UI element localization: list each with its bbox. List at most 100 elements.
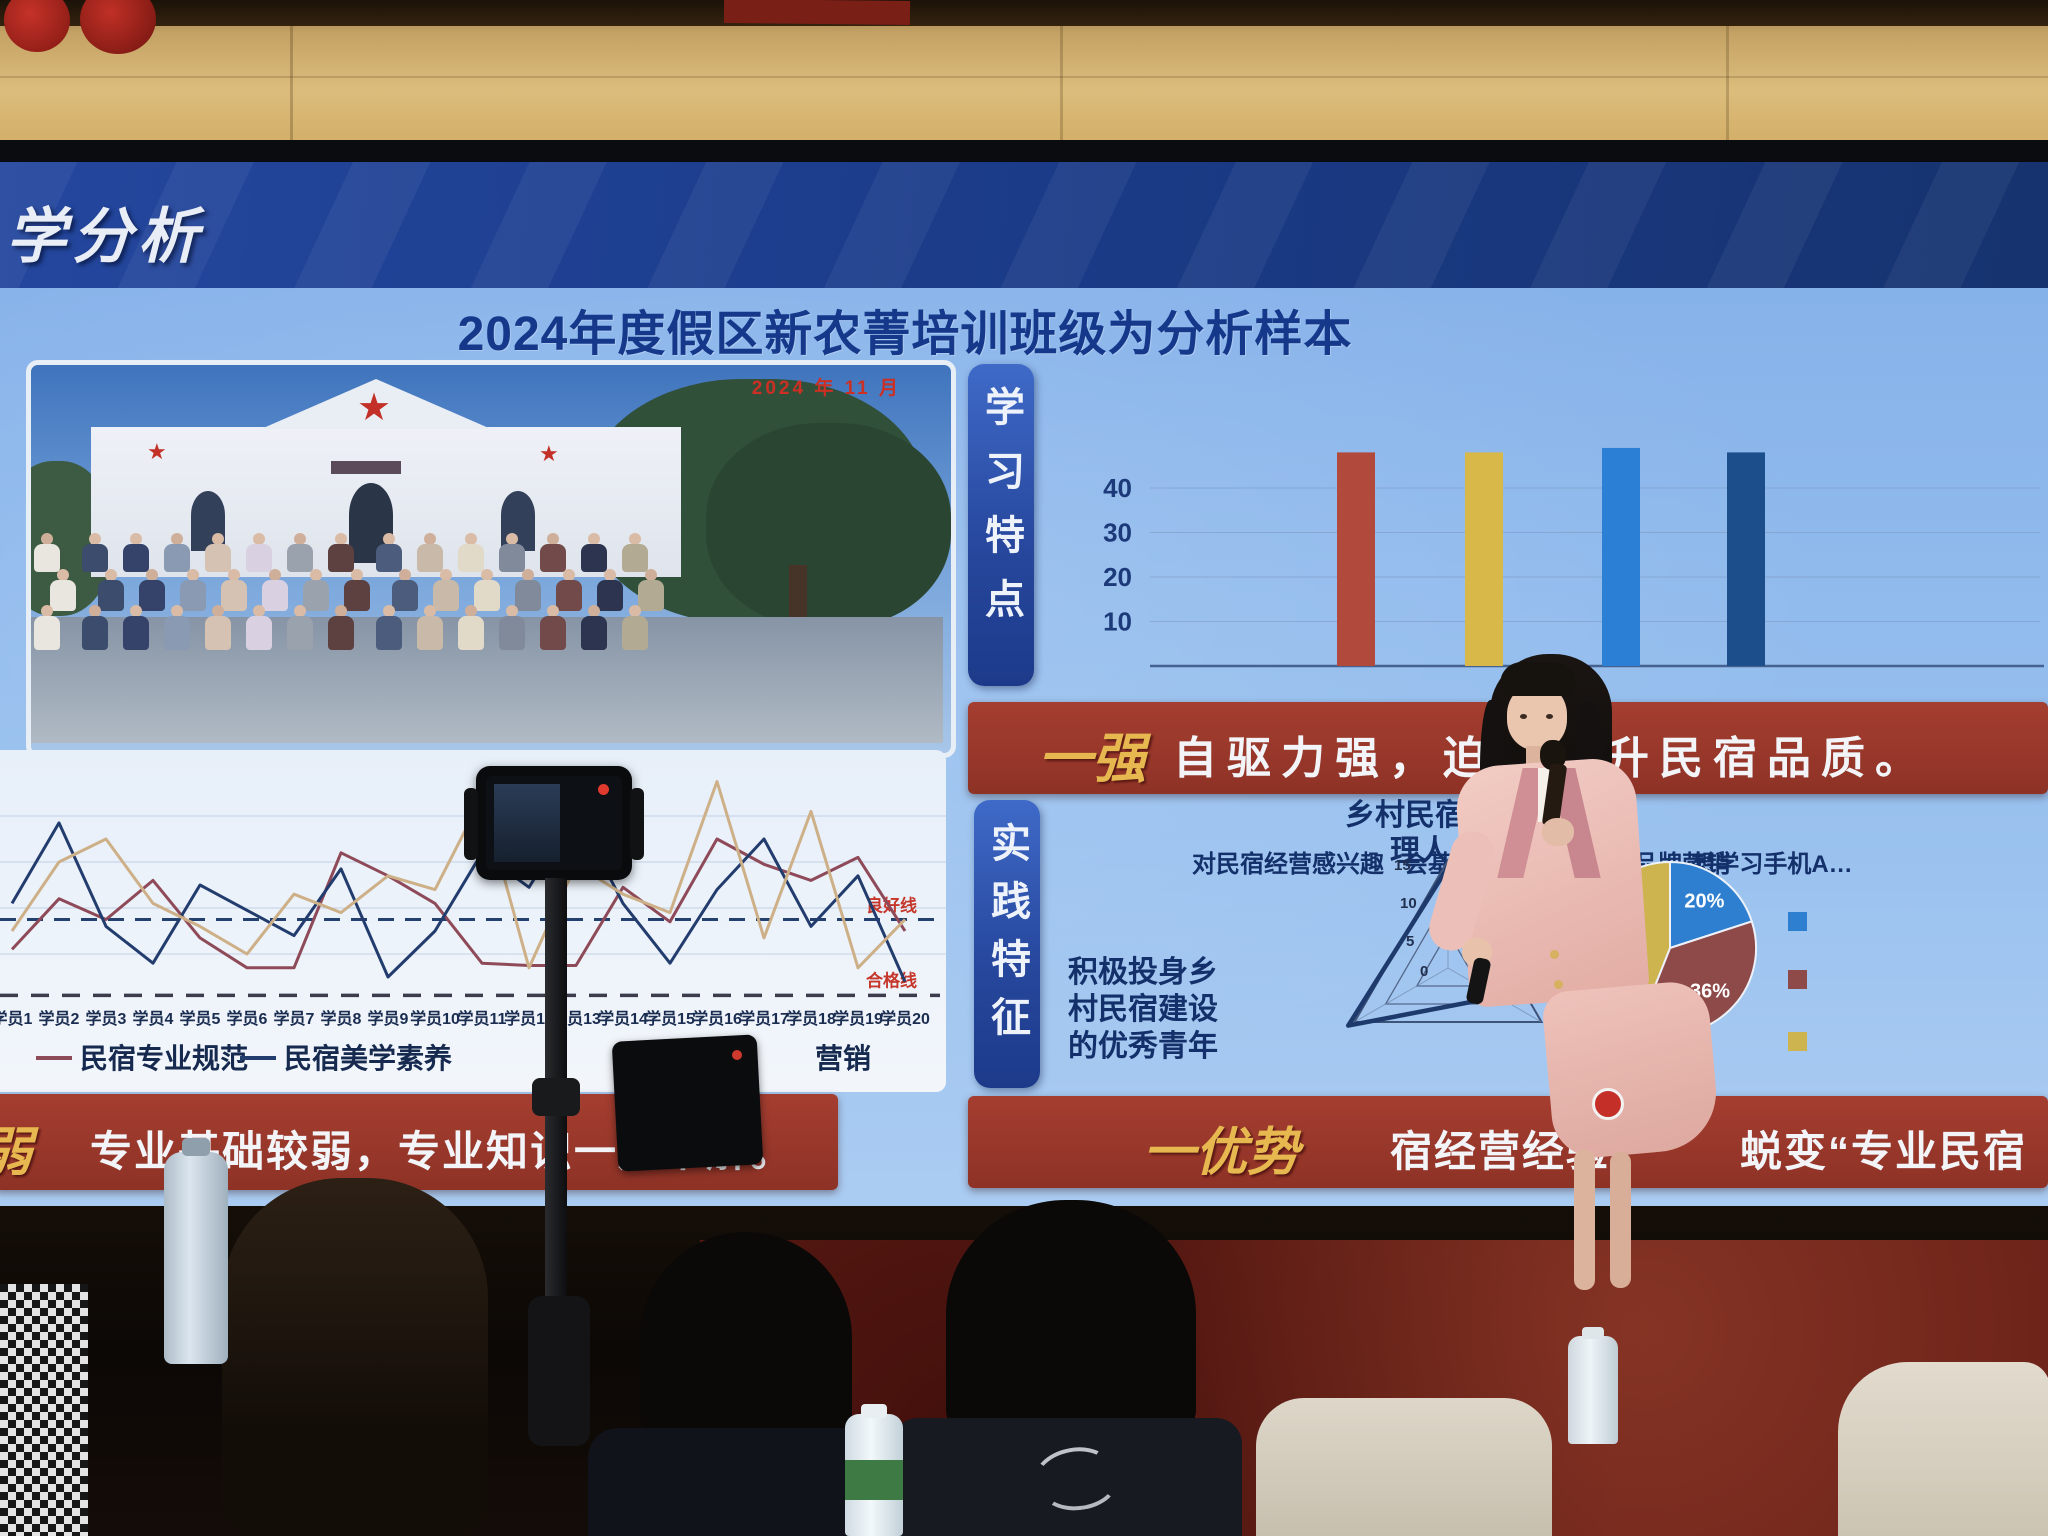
red-star-icon: ★ [539, 441, 559, 466]
photo-person-body [180, 580, 206, 611]
photo-person-body [164, 544, 190, 572]
photo-person-head [506, 533, 518, 545]
tripod-handle [528, 1296, 590, 1446]
svg-text:学员16: 学员16 [692, 1009, 742, 1028]
wall-seam [1726, 0, 1729, 150]
banner-strong-badge: 一强 [1038, 729, 1146, 789]
photo-person-head [629, 533, 641, 545]
photo-person-head [351, 569, 363, 581]
svg-text:学员1: 学员1 [0, 1009, 33, 1028]
photo-person-body [287, 616, 313, 650]
photo-person-body [581, 544, 607, 572]
water-bottle [164, 1138, 228, 1364]
photo-crowd [31, 365, 711, 743]
photo-person-body [34, 616, 60, 650]
photo-person-body [376, 544, 402, 572]
tripod-knob [532, 1078, 580, 1116]
svg-text:合格线: 合格线 [866, 970, 917, 990]
bottle-label [845, 1460, 903, 1500]
red-banner-far [723, 0, 911, 25]
radar-side-line: 村民宿建设 [1068, 993, 1218, 1026]
photo-person-head [522, 569, 534, 581]
svg-text:民宿美学素养: 民宿美学素养 [284, 1042, 452, 1074]
banner-advantage-text-seg2: 蜕变“专业民宿 [1740, 1128, 2028, 1175]
bar-chart: 10 20 30 40 [1103, 447, 2044, 668]
group-photo: ★ ★ ★ 2024 年 11 月 [26, 360, 956, 758]
presenter-eye [1546, 714, 1553, 719]
photo-person-body [34, 544, 60, 572]
photo-person-head [310, 569, 322, 581]
svg-text:0: 0 [1420, 963, 1428, 980]
photo-person-head [563, 569, 575, 581]
red-lantern-decor [4, 0, 70, 52]
slide-title: 2024年度假区新农菁培训班级为分析样本 [457, 308, 1353, 361]
photo-person-head [105, 569, 117, 581]
photo-person-head [253, 605, 265, 617]
photo-person-head [383, 605, 395, 617]
photo-person-head [465, 605, 477, 617]
photo-person-head [629, 605, 641, 617]
photo-person-head [212, 533, 224, 545]
photo-building-pediment [261, 379, 491, 429]
vertical-tab-learning: 学习特点 [968, 364, 1034, 686]
photo-person-body [205, 616, 231, 650]
photo-person-body [499, 616, 525, 650]
svg-text:10: 10 [1103, 607, 1132, 637]
photo-person-head [57, 569, 69, 581]
photo-person-head [269, 569, 281, 581]
radar-side-line: 积极投身乡 [1068, 956, 1218, 989]
chair-cover [1256, 1398, 1552, 1536]
gimbal-monitor-light [732, 1050, 742, 1060]
photo-person-head [171, 533, 183, 545]
red-star-icon: ★ [357, 387, 392, 429]
vertical-tab-learning-label: 学习特点 [979, 386, 1023, 642]
photo-person-body [82, 616, 108, 650]
presenter-hand-mic [1542, 818, 1574, 846]
presenter [1422, 650, 1722, 1450]
presenter-eye [1520, 714, 1527, 719]
photo-person-head [588, 533, 600, 545]
photo-person-head [506, 605, 518, 617]
svg-text:学员3: 学员3 [86, 1009, 127, 1028]
photo-person-head [604, 569, 616, 581]
chair-cover [1838, 1362, 2048, 1536]
photo-person-head [645, 569, 657, 581]
svg-text:营销: 营销 [815, 1043, 871, 1074]
photo-person-body [221, 580, 247, 611]
audience-man-head [640, 1232, 852, 1444]
photo-person-body [458, 616, 484, 650]
photo-person-body [597, 580, 623, 611]
photo-person-head [335, 533, 347, 545]
photo-person-head [41, 533, 53, 545]
banner-weak-badge: 弱 [0, 1110, 32, 1185]
svg-text:学员5: 学员5 [180, 1009, 221, 1028]
photo-person-body [164, 616, 190, 650]
presenter-gold-button [1550, 950, 1559, 959]
bottle-cap [182, 1138, 210, 1156]
photo-person-body [205, 544, 231, 572]
svg-text:30: 30 [1103, 518, 1132, 548]
photo-person-body [246, 616, 272, 650]
red-star-icon: ★ [147, 439, 167, 464]
photo-person-body [474, 580, 500, 611]
photo-person-body [638, 580, 664, 611]
photo-person-head [89, 605, 101, 617]
audience-man2-jacket [892, 1418, 1242, 1536]
photo-person-head [146, 569, 158, 581]
svg-text:20: 20 [1103, 562, 1132, 592]
svg-text:民宿专业规范: 民宿专业规范 [80, 1042, 248, 1074]
svg-text:15: 15 [1394, 857, 1411, 874]
presentation-screen: 学分析 教材分析 教学模块 学情分析 2024年度假区新农菁培训班级为分析样本 … [0, 162, 2048, 1206]
presenter-badge [1592, 1088, 1624, 1120]
photo-person-body [540, 544, 566, 572]
water-bottle-small [1568, 1327, 1618, 1444]
water-bottle-green-label [845, 1404, 903, 1536]
photo-person-head [130, 605, 142, 617]
red-lantern-decor [80, 0, 156, 54]
svg-text:学员11: 学员11 [458, 1009, 507, 1028]
photo-person-head [383, 533, 395, 545]
photo-person-body [139, 580, 165, 611]
presenter-leg [1574, 1150, 1595, 1290]
photo-person-head [424, 533, 436, 545]
